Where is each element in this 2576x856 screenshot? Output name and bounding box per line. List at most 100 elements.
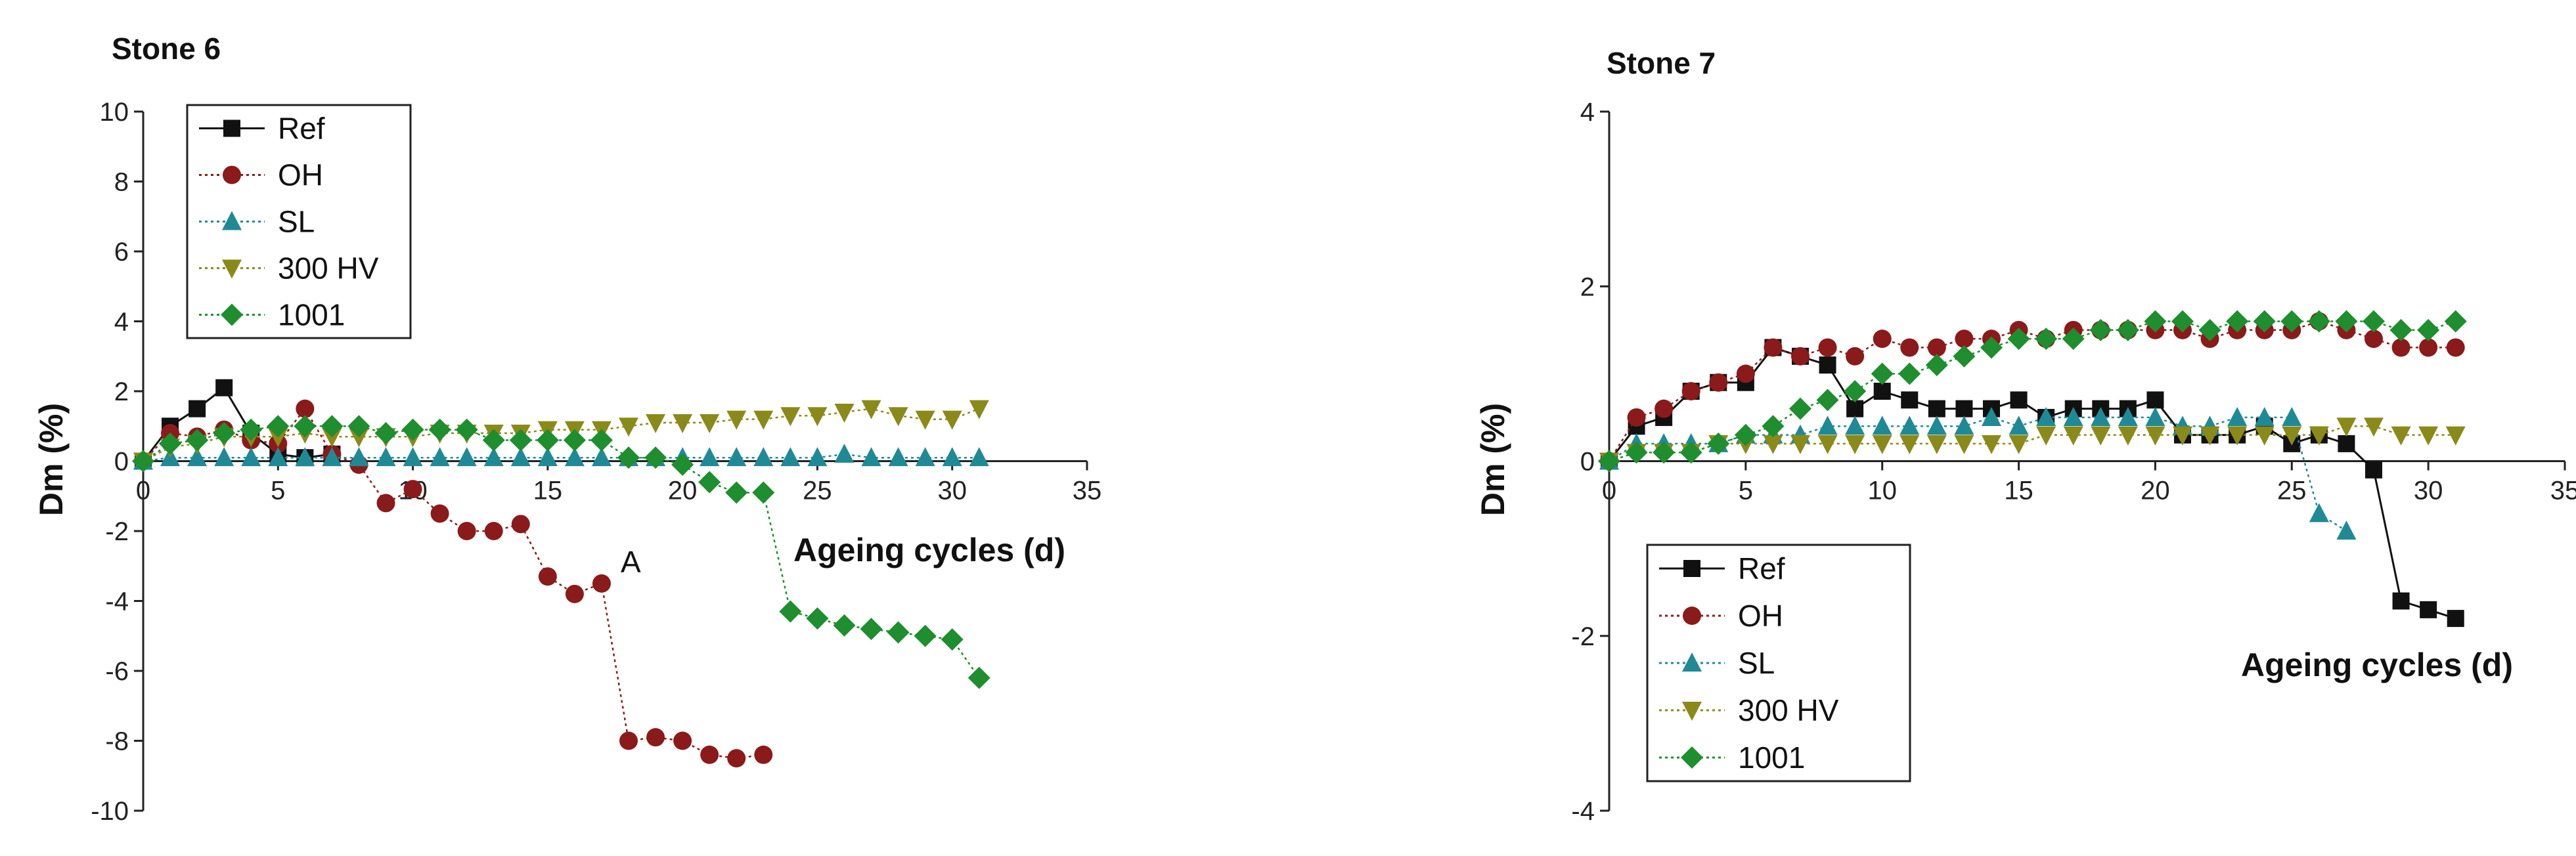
data-point xyxy=(1926,416,1947,435)
data-point xyxy=(700,414,720,433)
data-point xyxy=(915,410,935,430)
data-point xyxy=(240,418,263,441)
y-tick-label: 6 xyxy=(114,238,129,267)
data-point xyxy=(1982,406,2001,426)
data-point xyxy=(861,447,881,467)
data-point xyxy=(807,407,828,427)
data-point xyxy=(2417,318,2440,341)
data-point xyxy=(401,418,424,441)
data-point xyxy=(349,428,369,448)
data-point xyxy=(2146,391,2164,409)
legend-marker xyxy=(221,303,243,326)
data-point xyxy=(1763,435,1783,454)
data-point xyxy=(2280,310,2303,333)
legend: Ref OH SL 300 HV 1001 xyxy=(1646,544,1911,782)
data-point xyxy=(1709,373,1728,392)
data-point xyxy=(2035,328,2058,351)
legend-marker xyxy=(1681,746,1703,769)
data-point xyxy=(1817,435,1838,454)
data-point xyxy=(2309,503,2329,523)
data-point xyxy=(591,447,611,467)
data-point xyxy=(2282,406,2302,426)
data-point xyxy=(1817,416,1838,435)
data-point xyxy=(1982,435,2001,454)
x-tick-label: 30 xyxy=(937,477,967,505)
legend-marker xyxy=(1682,702,1702,721)
data-point xyxy=(564,447,585,467)
data-point xyxy=(2420,601,2437,618)
data-point xyxy=(1681,382,1700,400)
x-axis-title: Ageing cycles (d) xyxy=(2241,647,2513,683)
data-point xyxy=(1598,450,1620,473)
data-point xyxy=(536,429,559,452)
data-point xyxy=(2444,310,2467,333)
x-tick-label: 15 xyxy=(2004,477,2033,505)
data-point xyxy=(1873,330,1892,349)
legend-item: 300 HV xyxy=(1659,693,1839,727)
x-tick-label: 20 xyxy=(668,477,698,505)
data-point xyxy=(2282,426,2302,446)
data-point xyxy=(1627,408,1646,427)
legend-label: 300 HV xyxy=(278,251,379,286)
x-tick-label: 35 xyxy=(1073,477,1102,505)
data-point xyxy=(725,481,748,504)
y-tick-label: -4 xyxy=(105,588,129,616)
data-point xyxy=(2144,310,2167,333)
data-point xyxy=(347,415,370,438)
legend-item: OH xyxy=(1659,599,1783,633)
data-point xyxy=(322,447,342,467)
data-point xyxy=(2254,406,2275,426)
data-point xyxy=(296,399,315,418)
data-point xyxy=(1736,364,1755,383)
data-point xyxy=(241,447,261,467)
data-point xyxy=(780,407,801,427)
data-point xyxy=(1653,441,1676,464)
data-point xyxy=(2226,310,2249,333)
y-axis-title: Dm (%) xyxy=(33,403,70,516)
x-tick-label: 20 xyxy=(2141,477,2170,505)
data-point xyxy=(969,400,989,419)
data-point xyxy=(726,447,747,467)
data-point xyxy=(833,614,856,637)
data-point xyxy=(2145,426,2165,446)
y-tick-label: -4 xyxy=(1571,797,1595,826)
chart-stone-6: Stone 6 Dm (%) Ageing cycles (d) A 10 8 6 4… xyxy=(33,32,1101,826)
legend-label: Ref xyxy=(278,112,325,146)
y-axis-title: Dm (%) xyxy=(1475,403,1511,516)
chart-stone-7: Stone 7 Dm (%) Ageing cycles (d) 420-2-4… xyxy=(1475,46,2576,826)
data-point xyxy=(2365,461,2382,479)
data-point xyxy=(1625,441,1648,464)
data-point xyxy=(2309,426,2329,446)
data-point xyxy=(2336,417,2357,437)
data-point xyxy=(1654,399,1674,418)
data-point xyxy=(754,745,773,764)
data-point xyxy=(646,728,665,747)
data-point xyxy=(1845,416,1865,435)
data-point xyxy=(619,417,639,437)
data-point xyxy=(617,446,640,469)
x-tick-label: 15 xyxy=(533,477,563,505)
data-point xyxy=(1871,362,1894,385)
data-point xyxy=(2336,521,2357,540)
legend-label: OH xyxy=(278,158,323,192)
data-point xyxy=(2365,330,2383,349)
data-point xyxy=(349,447,369,467)
legend-label: Ref xyxy=(1738,551,1785,586)
legend-marker xyxy=(1683,560,1700,577)
legend-label: OH xyxy=(1738,599,1783,633)
data-point xyxy=(1900,338,1919,357)
series-line xyxy=(1609,416,2347,532)
data-point xyxy=(376,494,395,513)
legend-label: 1001 xyxy=(1738,740,1805,775)
data-point xyxy=(215,379,233,396)
data-point xyxy=(1901,391,1919,409)
data-point xyxy=(698,471,721,494)
data-point xyxy=(1899,435,1920,454)
data-point xyxy=(700,745,719,764)
data-point xyxy=(538,567,557,586)
data-point xyxy=(213,421,236,444)
legend: Ref OH SL 300 HV 1001 xyxy=(186,104,412,339)
data-point xyxy=(1846,347,1865,366)
data-point xyxy=(537,447,558,467)
